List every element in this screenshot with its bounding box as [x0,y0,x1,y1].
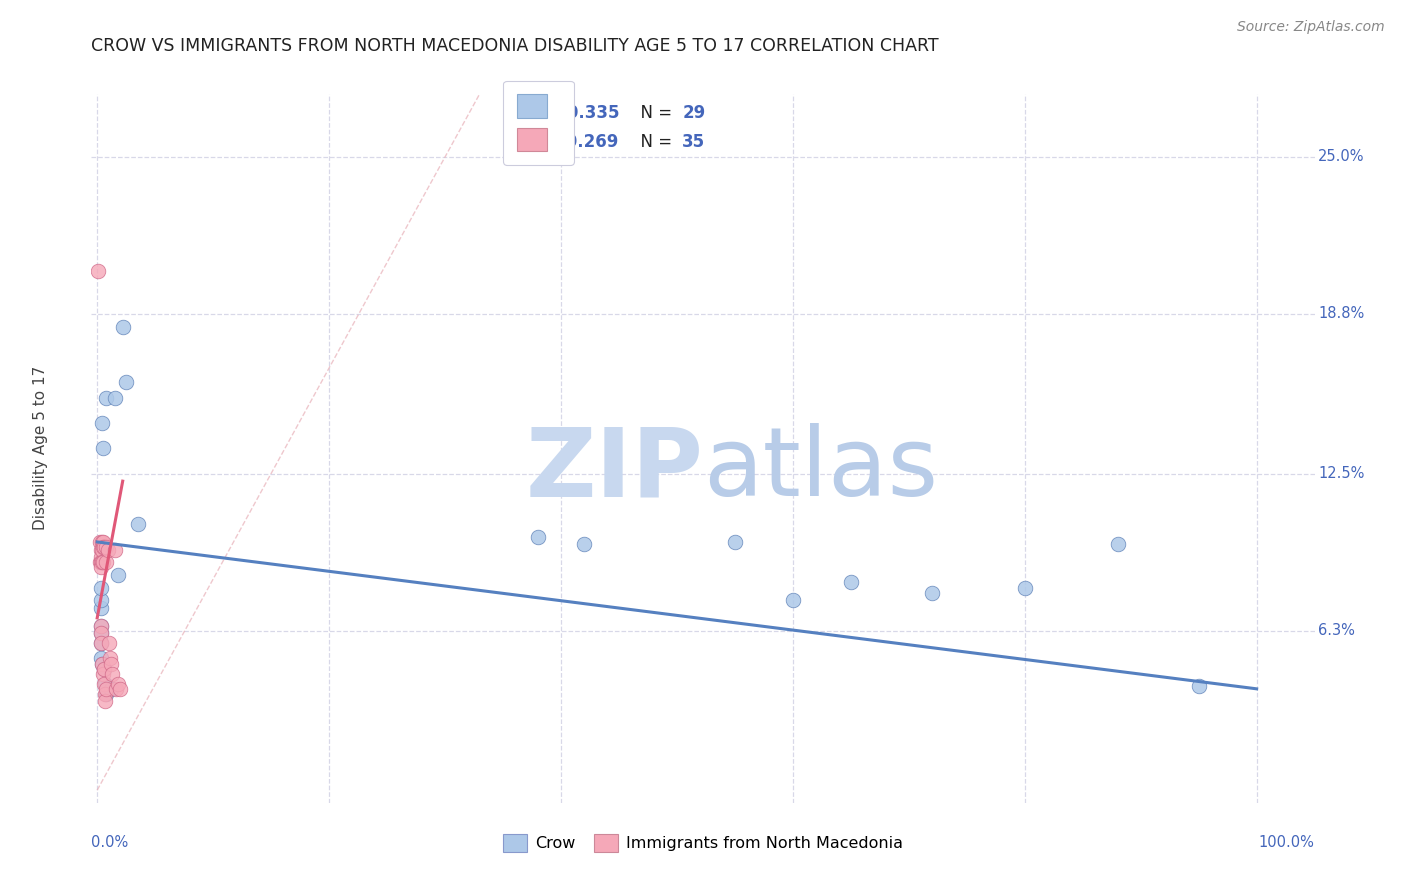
Text: N =: N = [630,133,676,151]
Point [87,264,110,278]
Point [91,666,114,681]
Point [724,535,747,549]
Point [90,651,112,665]
Point [100,657,122,671]
Point [98,651,121,665]
Point [90,542,112,557]
Point [97,636,120,650]
Text: R =: R = [513,133,550,151]
Text: 35: 35 [682,133,706,151]
Text: R =: R = [513,104,550,122]
Text: 0.0%: 0.0% [91,835,128,850]
Point [111,319,134,334]
Point [107,567,129,582]
Text: 18.8%: 18.8% [1319,307,1365,321]
Text: N =: N = [630,104,676,122]
Point [96,555,118,569]
Point [90,618,112,632]
Point [93,677,115,691]
Point [93,662,115,676]
Point [90,626,112,640]
Point [90,593,112,607]
Point [94,694,117,708]
Point [91,535,114,549]
Point [90,600,112,615]
Point [90,560,112,574]
Point [572,537,595,551]
Point [110,681,132,696]
Text: -0.335: -0.335 [560,104,620,122]
Point [90,618,112,632]
Point [90,657,112,671]
Point [90,657,112,671]
Point [97,542,120,557]
Point [526,530,548,544]
Text: ZIP: ZIP [524,423,703,516]
Point [104,681,127,696]
Point [90,535,112,549]
Point [91,555,114,569]
Point [100,681,122,696]
Point [94,677,117,691]
Point [96,681,118,696]
Text: 12.5%: 12.5% [1319,466,1365,481]
Point [127,517,149,532]
Point [96,540,118,554]
Point [1014,581,1036,595]
Point [90,555,112,569]
Point [115,376,138,390]
Text: 25.0%: 25.0% [1319,150,1365,164]
Text: 100.0%: 100.0% [1258,835,1315,850]
Point [90,636,112,650]
Point [103,391,125,405]
Point [90,550,112,565]
Text: CROW VS IMMIGRANTS FROM NORTH MACEDONIA DISABILITY AGE 5 TO 17 CORRELATION CHART: CROW VS IMMIGRANTS FROM NORTH MACEDONIA … [91,37,939,54]
Point [90,416,112,430]
Point [96,687,118,701]
Point [1188,679,1211,693]
Text: 29: 29 [682,104,706,122]
Point [90,636,112,650]
Point [921,585,943,599]
Point [93,540,115,554]
Text: Source: ZipAtlas.com: Source: ZipAtlas.com [1237,20,1385,34]
Point [91,540,114,554]
Point [91,441,114,455]
Point [782,593,804,607]
Point [103,542,125,557]
Point [89,555,111,569]
Point [101,666,124,681]
Text: Disability Age 5 to 17: Disability Age 5 to 17 [32,366,48,531]
Text: 0.269: 0.269 [560,133,619,151]
Point [93,662,115,676]
Point [90,555,112,569]
Text: atlas: atlas [703,423,938,516]
Point [89,535,111,549]
Text: 6.3%: 6.3% [1319,624,1355,638]
Point [96,391,118,405]
Point [839,575,862,590]
Legend: Crow, Immigrants from North Macedonia: Crow, Immigrants from North Macedonia [496,828,910,859]
Point [90,626,112,640]
Point [107,677,129,691]
Point [94,687,117,701]
Point [90,581,112,595]
Point [1107,537,1129,551]
Point [90,542,112,557]
